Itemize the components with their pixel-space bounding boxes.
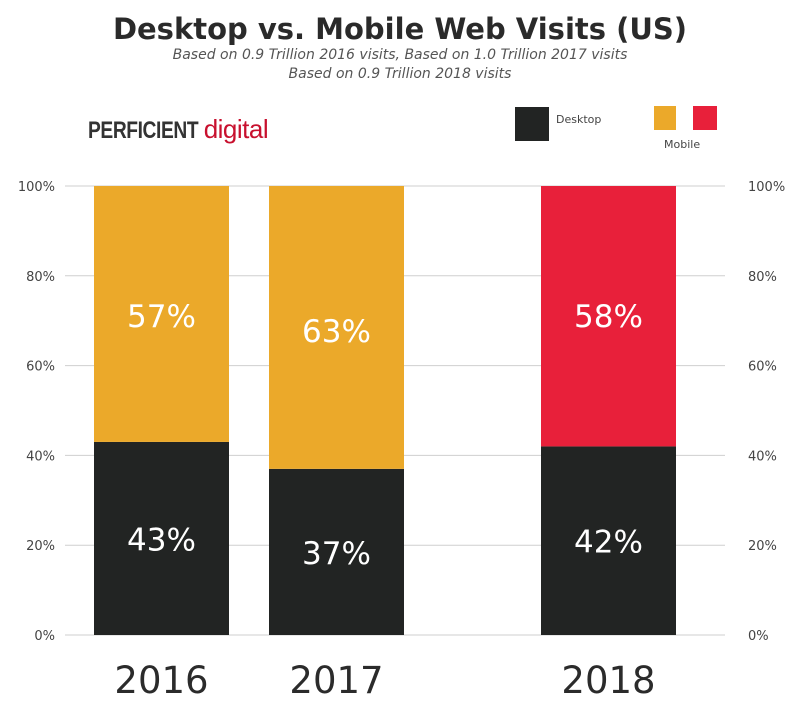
bar-desktop-2016	[94, 441, 229, 635]
x-tick-label-2018: 2018	[561, 659, 655, 702]
data-label-mobile-2017: 63%	[302, 314, 371, 350]
bar-mobile-2018	[541, 186, 676, 447]
bar-desktop-2017	[269, 468, 404, 635]
y-tick-label-right: 40%	[748, 449, 777, 464]
legend-mobile-swatch-orange	[654, 106, 676, 130]
chart-title: Desktop vs. Mobile Web Visits (US)	[112, 12, 688, 46]
chart-subtitle-2: Based on 0.9 Trillion 2018 visits	[288, 66, 512, 82]
x-tick-label-2016: 2016	[114, 659, 208, 702]
y-tick-label-right: 80%	[748, 270, 777, 285]
chart-subtitle-1: Based on 0.9 Trillion 2016 visits, Based…	[172, 47, 628, 63]
y-tick-label-right: 100%	[748, 180, 785, 195]
y-tick-label-left: 80%	[26, 270, 55, 285]
y-tick-label-right: 60%	[748, 360, 777, 375]
data-label-mobile-2016: 57%	[127, 299, 196, 335]
perficient-digital-logo: PERFICIENT digital	[88, 114, 269, 144]
y-tick-label-left: 100%	[18, 180, 55, 195]
x-tick-label-2017: 2017	[289, 659, 383, 702]
y-tick-label-left: 60%	[26, 360, 55, 375]
legend-desktop-swatch	[515, 107, 549, 141]
y-tick-label-left: 20%	[26, 539, 55, 554]
bar-desktop-2018	[541, 446, 676, 635]
y-tick-label-right: 0%	[748, 629, 769, 644]
y-tick-label-left: 0%	[34, 629, 55, 644]
y-tick-label-left: 40%	[26, 449, 55, 464]
legend-mobile-label: Mobile	[664, 138, 701, 151]
data-label-desktop-2016: 43%	[127, 522, 196, 558]
data-label-desktop-2018: 42%	[574, 525, 643, 561]
bar-mobile-2017	[269, 186, 404, 469]
data-label-mobile-2018: 58%	[574, 299, 643, 335]
bar-mobile-2016	[94, 186, 229, 442]
y-tick-label-right: 20%	[748, 539, 777, 554]
legend-desktop-label: Desktop	[556, 113, 602, 126]
legend-mobile-swatch-red	[693, 106, 717, 130]
data-label-desktop-2017: 37%	[302, 536, 371, 572]
